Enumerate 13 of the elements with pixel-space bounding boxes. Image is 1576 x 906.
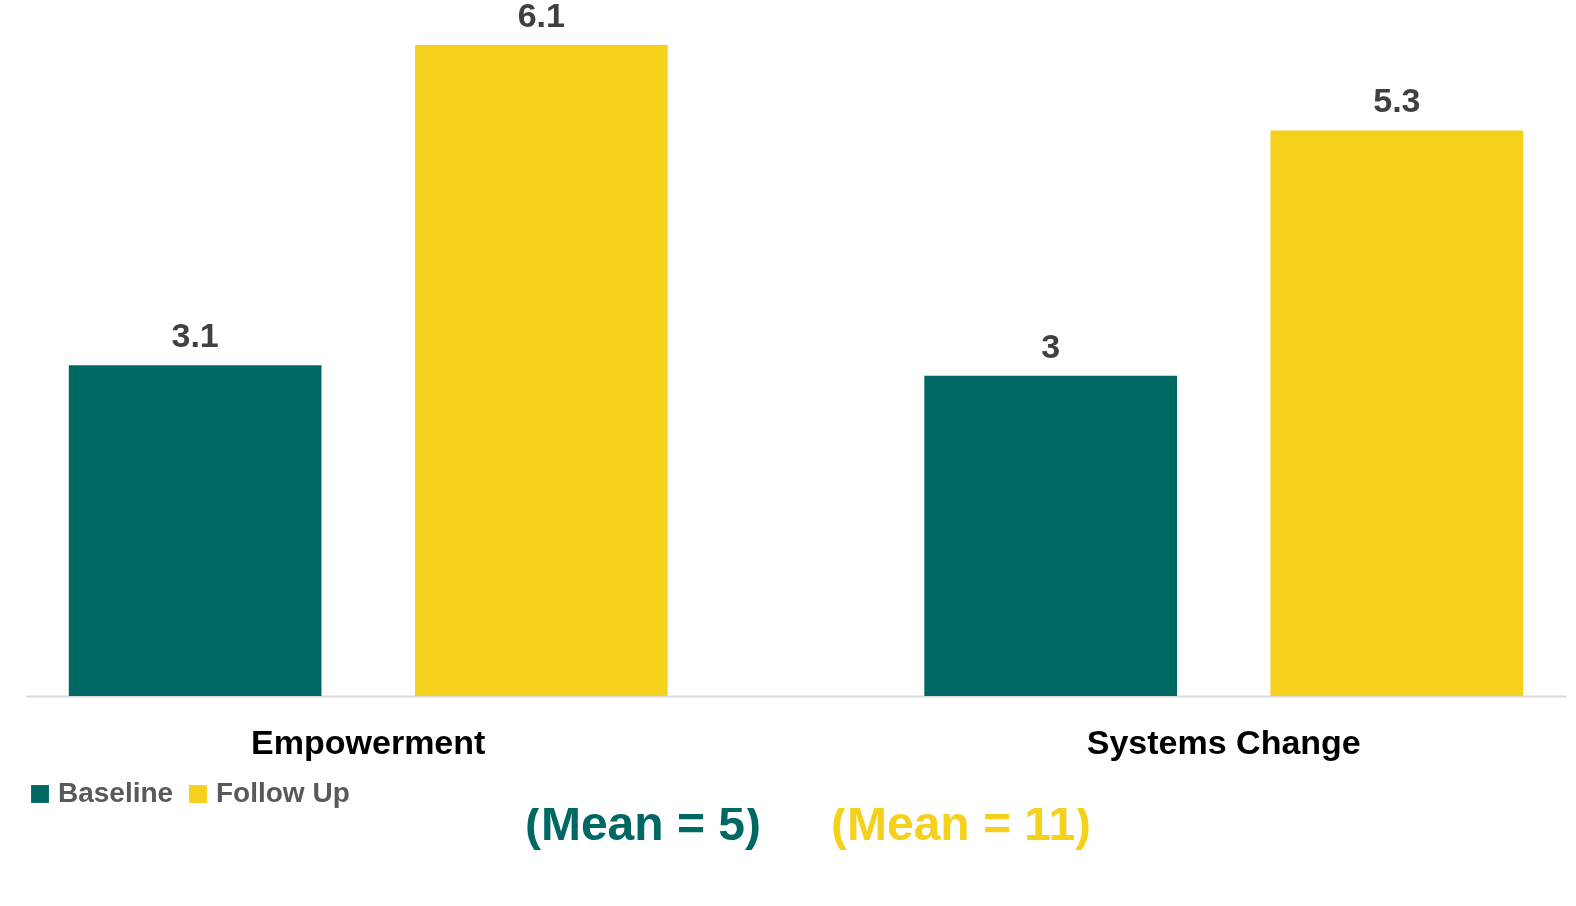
data-label: 6.1 [517,0,565,35]
data-label: 3 [1041,326,1061,365]
data-label: 3.1 [171,316,219,355]
x-tick-label: Empowerment [251,722,486,761]
bar [1270,130,1524,696]
bar [414,45,668,696]
x-tick-label: Systems Change [1086,722,1361,761]
data-label: 5.3 [1373,81,1421,120]
text: (Mean = 11) [830,796,1092,851]
bar [924,375,1178,696]
legend-label: Baseline [58,777,174,808]
bar [68,365,322,696]
legend-label: Follow Up [216,777,350,808]
